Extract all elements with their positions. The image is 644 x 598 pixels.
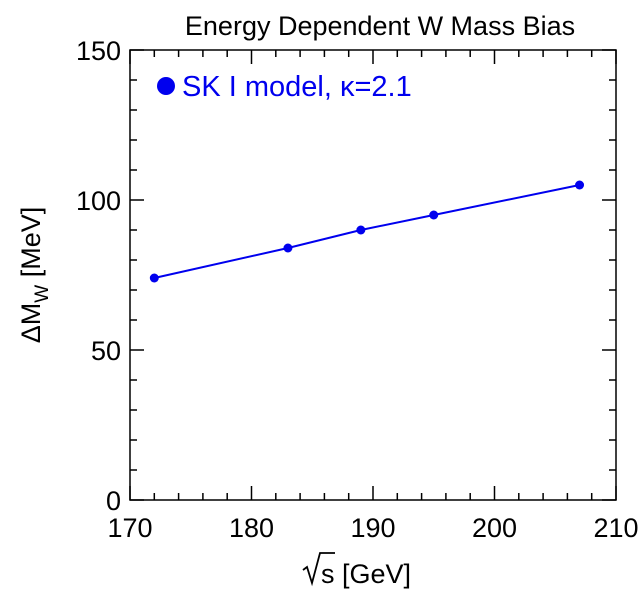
x-axis-label-sqrt-arg: s (321, 559, 335, 589)
y-axis-label: ΔMW [MeV] (16, 207, 53, 344)
y-axis-label-subscript: W (32, 285, 53, 303)
legend: SK I model, κ=2.1 (157, 71, 412, 103)
x-axis-label: s [GeV] (302, 552, 411, 589)
x-axis-label-unit: [GeV] (335, 559, 412, 589)
series-line (154, 184, 580, 279)
legend-marker (157, 77, 175, 95)
svg-text:s [GeV]: s [GeV] (321, 559, 411, 589)
y-tick-label: 100 (76, 186, 121, 216)
axis-ticks (129, 49, 617, 501)
plot-frame (129, 49, 617, 501)
data-point (429, 210, 439, 220)
y-tick-label: 50 (91, 336, 121, 366)
svg-text:ΔMW [MeV]: ΔMW [MeV] (16, 207, 53, 344)
data-point (283, 243, 293, 253)
y-tick-label: 0 (106, 486, 121, 516)
data-point (575, 180, 585, 190)
sqrt-symbol (302, 552, 335, 587)
x-tick-label: 180 (229, 513, 274, 543)
axis-tick-labels: 170 180 190 200 210 0 50 100 150 (76, 36, 639, 543)
plot-area: 170 180 190 200 210 0 50 100 150 (76, 36, 639, 543)
y-axis-label-main: ΔM (16, 303, 46, 344)
legend-label: SK I model, κ=2.1 (182, 71, 412, 103)
x-tick-label: 190 (350, 513, 395, 543)
data-point (356, 225, 366, 235)
x-tick-label: 170 (107, 513, 152, 543)
series-layer (149, 180, 585, 283)
x-tick-label: 200 (472, 513, 517, 543)
y-tick-label: 150 (76, 36, 121, 66)
x-tick-label: 210 (593, 513, 638, 543)
data-point (149, 273, 159, 283)
chart-title: Energy Dependent W Mass Bias (185, 11, 575, 41)
y-axis-label-unit: [MeV] (16, 207, 46, 285)
